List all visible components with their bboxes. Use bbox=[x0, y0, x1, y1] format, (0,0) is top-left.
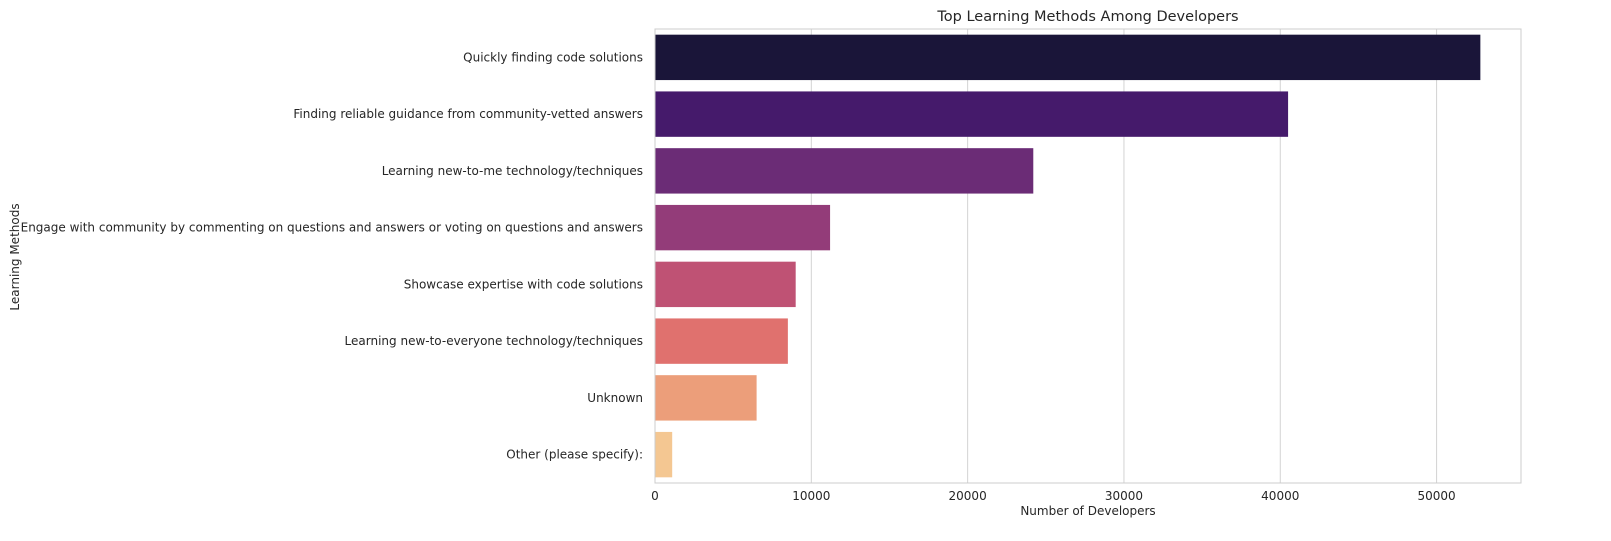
bar bbox=[655, 148, 1034, 194]
bars bbox=[655, 34, 1481, 478]
x-tick-label: 0 bbox=[651, 489, 659, 503]
bar bbox=[655, 431, 673, 478]
y-category-label: Engage with community by commenting on q… bbox=[21, 221, 643, 235]
bar bbox=[655, 261, 796, 308]
bar bbox=[655, 318, 788, 364]
y-category-label: Showcase expertise with code solutions bbox=[404, 277, 643, 291]
bar bbox=[655, 204, 831, 251]
y-category-label: Learning new-to-everyone technology/tech… bbox=[345, 334, 643, 348]
x-tick-label: 50000 bbox=[1417, 489, 1455, 503]
x-tick-label: 30000 bbox=[1105, 489, 1143, 503]
x-tick-label: 20000 bbox=[949, 489, 987, 503]
y-category-label: Unknown bbox=[587, 391, 643, 405]
y-category-label: Other (please specify): bbox=[506, 448, 643, 462]
bar bbox=[655, 375, 757, 421]
x-tick-label: 10000 bbox=[792, 489, 830, 503]
x-tick-labels: 0 10000 20000 30000 40000 50000 bbox=[651, 489, 1456, 503]
y-category-label: Quickly finding code solutions bbox=[463, 50, 643, 64]
x-tick-label: 40000 bbox=[1261, 489, 1299, 503]
plot-frame bbox=[654, 28, 1522, 484]
y-category-label: Learning new-to-me technology/techniques bbox=[382, 164, 643, 178]
bar bbox=[655, 91, 1289, 137]
x-axis-label: Number of Developers bbox=[1020, 504, 1155, 518]
y-category-label: Finding reliable guidance from community… bbox=[293, 107, 643, 121]
chart-title: Top Learning Methods Among Developers bbox=[936, 9, 1238, 25]
y-axis-label: Learning Methods bbox=[8, 203, 22, 310]
y-category-labels: Quickly finding code solutions Finding re… bbox=[21, 50, 643, 461]
bar bbox=[655, 34, 1481, 81]
